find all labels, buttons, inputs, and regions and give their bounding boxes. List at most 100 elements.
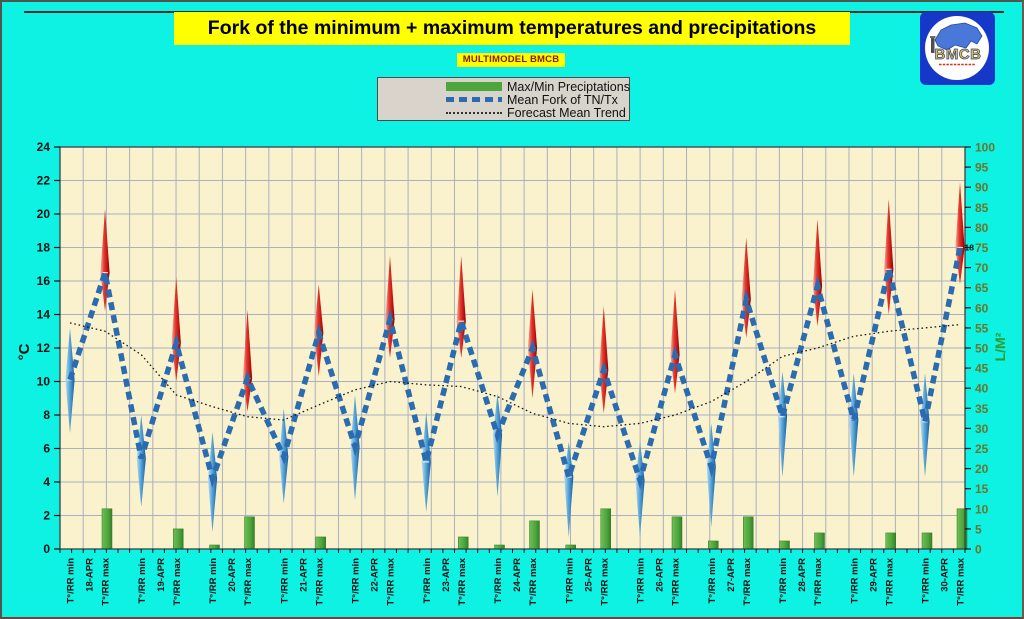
right-axis-tick-label: 5	[975, 522, 982, 536]
left-axis-tick-label: 24	[37, 140, 51, 154]
left-axis-title: °C	[16, 343, 33, 360]
x-axis-slot-label: T°/RR min	[422, 558, 433, 604]
x-axis-slot-label: T°/RR min	[208, 558, 219, 604]
logo-graphic: BMCB	[930, 22, 983, 66]
logo-circle: BMCB	[925, 16, 989, 80]
right-axis-tick-label: 40	[975, 382, 989, 396]
left-axis-tick-label: 10	[37, 375, 51, 389]
min-temp-spike	[65, 327, 75, 434]
x-axis-slot-label: T°/RR min	[849, 558, 860, 604]
precip-bar	[921, 532, 933, 550]
left-axis-tick-label: 20	[37, 207, 51, 221]
precip-bar	[101, 508, 113, 550]
x-axis-slot-label: T°/RR min	[636, 558, 647, 604]
left-axis-tick-label: 12	[37, 341, 51, 355]
right-axis-tick-label: 80	[975, 221, 989, 235]
left-axis-tick-label: 16	[37, 274, 51, 288]
bmcb-logo: BMCB	[920, 12, 995, 85]
x-axis-date-label: 24-APR	[512, 558, 523, 592]
logo-monument-shape	[931, 38, 935, 53]
x-axis-slot-label: T°/RR min	[351, 558, 362, 604]
x-axis-slot-label: T°/RR max	[742, 557, 753, 605]
x-axis-date-label: 27-APR	[726, 558, 737, 592]
logo-map-shape	[934, 22, 983, 51]
right-axis-tick-label: 50	[975, 342, 989, 356]
x-axis-slot-label: T°/RR max	[386, 557, 397, 605]
precip-bar	[458, 536, 469, 550]
right-axis-tick-label: 90	[975, 181, 989, 195]
precip-bar	[814, 532, 825, 550]
min-temp-spike	[136, 415, 146, 508]
x-axis-date-label: 22-APR	[370, 558, 381, 592]
right-axis-tick-label: 20	[975, 462, 989, 476]
x-axis-slot-label: T°/RR max	[172, 557, 183, 605]
legend-label: Max/Min Preciptations	[507, 79, 630, 94]
legend-item-precipitation: Max/Min Preciptations	[378, 79, 630, 94]
max-temp-spike	[100, 208, 110, 312]
precip-bar	[885, 532, 896, 550]
min-temp-spike	[920, 373, 930, 477]
mean-fork-swatch-icon	[446, 97, 502, 102]
precipitation-swatch-icon	[446, 82, 502, 91]
left-axis-tick-label: 8	[43, 408, 50, 422]
x-axis-slot-label: T°/RR max	[457, 557, 468, 605]
legend-label: Mean Fork of TN/Tx	[507, 92, 618, 107]
right-axis-tick-label: 25	[975, 442, 989, 456]
precip-bar	[529, 520, 540, 550]
precip-bars-group	[101, 508, 968, 550]
x-axis-slot-label: T°/RR min	[137, 558, 148, 604]
x-axis-date-label: 23-APR	[441, 558, 452, 592]
x-axis-group: T°/RR min T°/RR max 18-APR T°/RR min T°/RR m…	[59, 549, 967, 606]
precip-bar	[671, 516, 683, 550]
x-axis-date-label: 28-APR	[797, 558, 808, 592]
page-title: Fork of the minimum + maximum temperatur…	[174, 12, 850, 45]
right-axis-tick-label: 30	[975, 422, 989, 436]
x-axis-date-label: 19-APR	[156, 558, 167, 592]
x-axis-slot-label: T°/RR max	[314, 557, 325, 605]
right-axis-tick-label: 15	[975, 482, 989, 496]
right-axis-tick-label: 100	[975, 141, 995, 155]
x-axis-slot-label: T°/RR min	[778, 558, 789, 604]
legend-label: Forecast Mean Trend	[507, 105, 626, 120]
x-axis-slot-label: T°/RR max	[243, 557, 254, 605]
min-temp-spike	[492, 393, 503, 498]
x-axis-slot-label: T°/RR min	[564, 558, 575, 604]
x-axis-date-label: 30-APR	[940, 558, 951, 592]
precip-bar	[244, 516, 255, 550]
x-axis-date-label: 29-APR	[868, 558, 879, 592]
x-axis-date-label: 25-APR	[583, 558, 594, 592]
right-axis-group: 0 5 10 15 20 25 30 35 40 45 50 55 60 65 70 75 80 85 90 95 10…	[965, 141, 1008, 557]
chart-legend: Max/Min Preciptations Mean Fork of TN/Tx…	[377, 77, 630, 121]
right-axis-tick-label: 60	[975, 301, 989, 315]
x-axis-slot-label: T°/RR max	[956, 557, 967, 605]
x-axis-date-label: 26-APR	[655, 558, 666, 592]
left-axis-tick-label: 14	[37, 308, 51, 322]
right-axis-tick-label: 85	[975, 201, 989, 215]
x-axis-slot-label: T°/RR min	[493, 558, 504, 604]
legend-item-trend: Forecast Mean Trend	[378, 105, 629, 120]
max-temp-spike	[599, 306, 609, 414]
trend-swatch-icon	[446, 111, 502, 114]
x-axis-slot-label: T°/RR min	[921, 558, 932, 604]
right-axis-tick-label: 95	[975, 161, 989, 175]
right-axis-tick-label: 55	[975, 321, 989, 335]
x-axis-slot-label: T°/RR min	[66, 558, 77, 604]
left-axis-tick-label: 6	[43, 442, 50, 456]
min-temp-spike	[849, 373, 859, 477]
right-axis-tick-label: 65	[975, 281, 989, 295]
x-axis-slot-label: T°/RR max	[884, 557, 895, 605]
precip-bar	[779, 540, 790, 550]
right-axis-tick-label: 75	[975, 241, 989, 255]
left-axis-tick-label: 18	[37, 241, 51, 255]
left-axis-tick-label: 0	[43, 542, 50, 556]
x-axis-slot-label: T°/RR max	[528, 557, 539, 605]
right-axis-tick-label: 0	[975, 543, 982, 557]
precip-bar	[173, 528, 184, 550]
last-point-value-label: 18	[965, 243, 975, 253]
x-axis-date-label: 21-APR	[298, 558, 309, 592]
logo-text: BMCB	[935, 46, 982, 63]
left-axis-tick-label: 2	[43, 509, 50, 523]
